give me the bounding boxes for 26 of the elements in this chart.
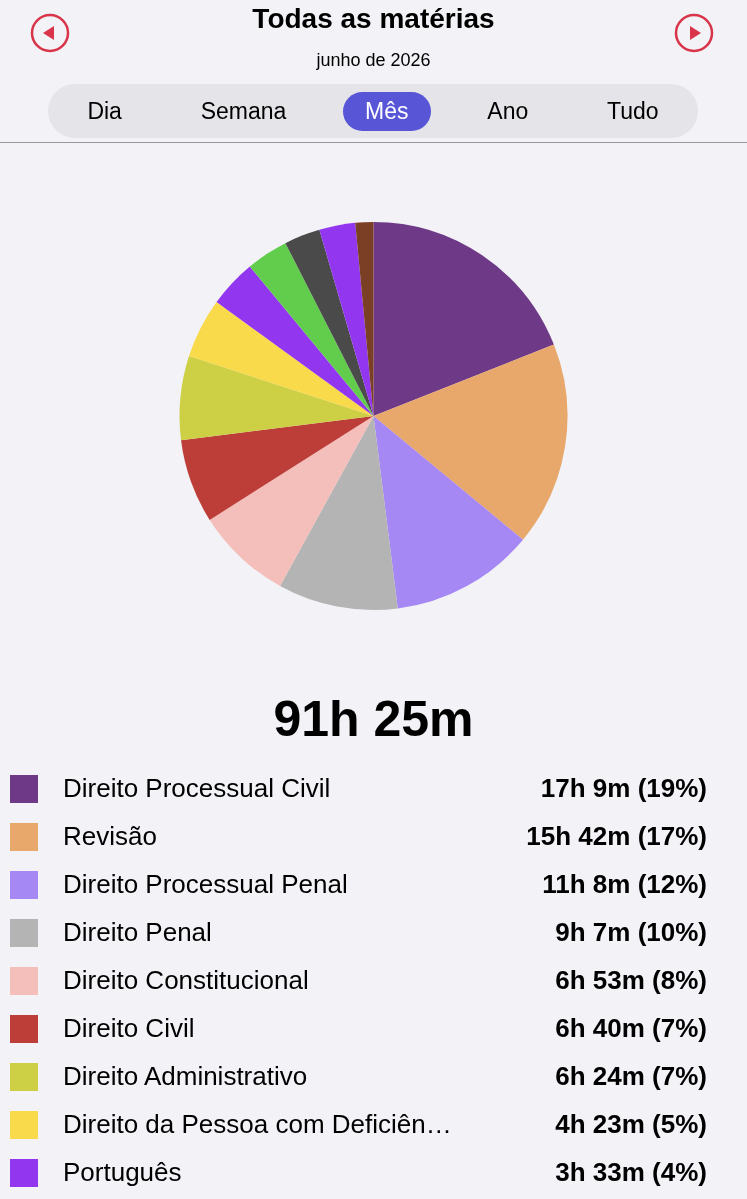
legend-label: Revisão (63, 821, 157, 852)
data-label: 3h 33m (4%) (555, 1157, 707, 1188)
legend-label: Direito Administrativo (63, 1061, 308, 1092)
data-label: 15h 42m (17%) (526, 821, 707, 852)
data-label: 6h 40m (7%) (555, 1013, 707, 1044)
text: Dia (86, 96, 123, 126)
data-label: 6h 53m (8%) (555, 965, 707, 996)
data-label: 4h 23m (5%) (555, 1109, 707, 1140)
chart-title: Todas as matérias (251, 2, 496, 36)
legend-label: Direito Processual Penal (63, 869, 348, 900)
data-label: 11h 8m (12%) (542, 869, 707, 900)
legend-label: Direito Civil (63, 1013, 195, 1044)
text: Ano (486, 96, 530, 126)
text: Tudo (606, 96, 660, 126)
chart-subtitle: junho de 2026 (315, 50, 432, 71)
legend-label: Português (63, 1157, 182, 1188)
text: 91h 25m (272, 690, 475, 748)
data-label: 6h 24m (7%) (555, 1061, 707, 1092)
legend-label: Direito Penal (63, 917, 212, 948)
legend-label: Direito Constitucional (63, 965, 309, 996)
text: Semana (199, 96, 288, 126)
legend-label: Direito Processual Civil (63, 773, 331, 804)
data-label: 9h 7m (10%) (555, 917, 707, 948)
legend-label: Direito da Pessoa com Deficiên… (63, 1109, 452, 1140)
text: Mês (343, 91, 431, 131)
data-label: 17h 9m (19%) (540, 773, 707, 804)
